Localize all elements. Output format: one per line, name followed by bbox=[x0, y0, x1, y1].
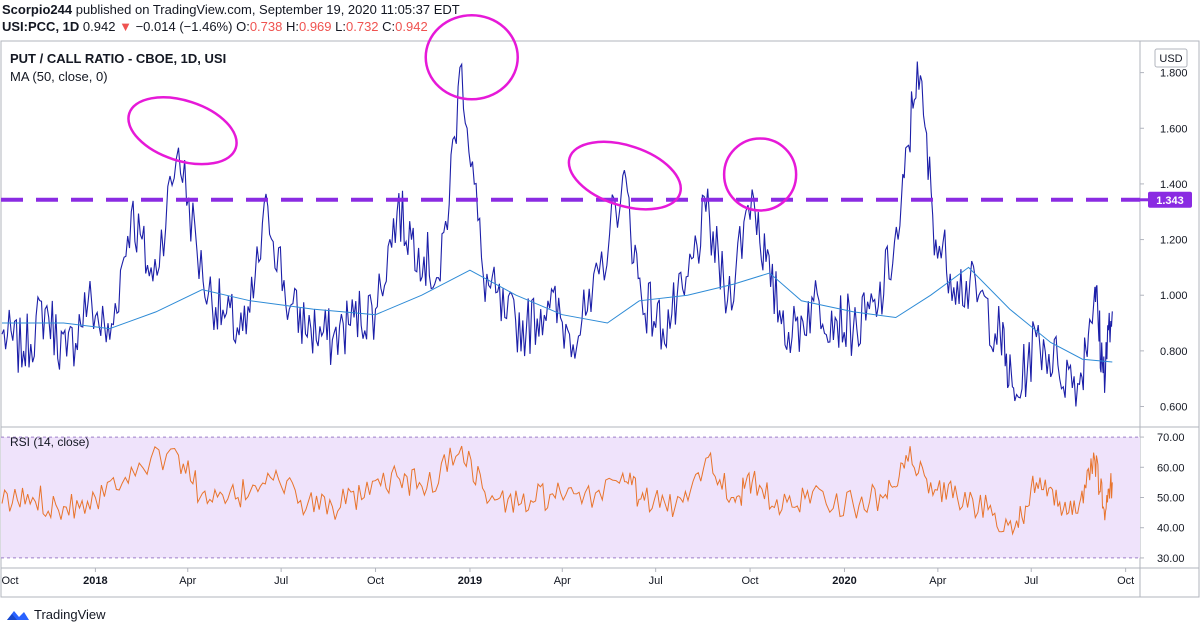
chart-frame bbox=[0, 40, 1200, 598]
ma-series-line[interactable] bbox=[2, 266, 1113, 363]
peak-highlight-circle bbox=[722, 137, 798, 212]
time-tick-label: Oct bbox=[742, 575, 759, 587]
rsi-band bbox=[1, 437, 1140, 558]
time-tick-label: Jul bbox=[274, 575, 288, 587]
open-value: 0.738 bbox=[249, 19, 283, 34]
rsi-tick-label: 30.00 bbox=[1157, 553, 1185, 565]
price-tick-label: 1.000 bbox=[1160, 290, 1188, 302]
tradingview-logo-icon bbox=[7, 610, 29, 620]
peak-highlight-circle bbox=[567, 140, 683, 211]
currency-label: USD bbox=[1159, 53, 1182, 65]
resistance-badge bbox=[1148, 191, 1192, 208]
price-tick-label: 1.800 bbox=[1160, 68, 1188, 80]
rsi-tick-label: 50.00 bbox=[1157, 493, 1185, 505]
time-tick-label: 2018 bbox=[83, 575, 107, 587]
close-value: 0.942 bbox=[395, 19, 428, 34]
close-label: C: bbox=[382, 19, 396, 34]
rsi-tick-label: 70.00 bbox=[1157, 432, 1185, 444]
price-change: −0.014 (−1.46%) bbox=[135, 19, 233, 34]
price-tick-label: 1.600 bbox=[1160, 123, 1188, 135]
high-value: 0.969 bbox=[298, 19, 332, 34]
price-series-line[interactable] bbox=[1, 61, 1113, 407]
time-tick-label: Apr bbox=[929, 575, 946, 587]
time-tick-label: 2019 bbox=[458, 575, 482, 587]
open-label: O: bbox=[236, 19, 250, 34]
ma-legend: MA (50, close, 0) bbox=[10, 69, 108, 84]
symbol-label: USI:PCC, 1D bbox=[2, 19, 80, 34]
price-tick-label: 0.800 bbox=[1160, 346, 1188, 358]
time-tick-label: Apr bbox=[554, 575, 571, 587]
down-arrow-icon: ▼ bbox=[119, 19, 132, 34]
rsi-title: RSI (14, close) bbox=[10, 435, 89, 449]
time-tick-label: Jul bbox=[649, 575, 663, 587]
time-tick-label: Oct bbox=[1117, 575, 1134, 587]
rsi-tick-label: 60.00 bbox=[1157, 462, 1185, 474]
publish-text: published on TradingView.com, September … bbox=[75, 2, 460, 17]
brand-name[interactable]: TradingView bbox=[34, 607, 106, 622]
footer: TradingView bbox=[6, 607, 106, 622]
symbol-legend: USI:PCC, 1D 0.942 ▼ −0.014 (−1.46%) O:0.… bbox=[2, 19, 428, 34]
currency-badge[interactable] bbox=[1154, 48, 1188, 68]
time-tick-label: 2020 bbox=[832, 575, 856, 587]
chart-title: PUT / CALL RATIO - CBOE, 1D, USI bbox=[10, 51, 226, 66]
rsi-tick-label: 40.00 bbox=[1157, 523, 1185, 535]
price-tick-label: 1.200 bbox=[1160, 235, 1188, 247]
time-tick-label: Oct bbox=[367, 575, 384, 587]
time-tick-label: Jul bbox=[1024, 575, 1038, 587]
time-tick-label: Oct bbox=[1, 575, 18, 587]
rsi-series-line[interactable] bbox=[1, 445, 1113, 536]
peak-highlight-circle bbox=[127, 96, 238, 166]
low-label: L: bbox=[335, 19, 346, 34]
price-tick-label: 1.400 bbox=[1160, 179, 1188, 191]
time-tick-label: Apr bbox=[179, 575, 196, 587]
peak-highlight-circle bbox=[424, 14, 519, 101]
author-name[interactable]: Scorpio244 bbox=[2, 2, 73, 17]
price-tick-label: 0.600 bbox=[1160, 402, 1188, 414]
resistance-value: 1.343 bbox=[1156, 195, 1184, 207]
low-value: 0.732 bbox=[346, 19, 379, 34]
last-price: 0.942 bbox=[82, 19, 116, 34]
high-label: H: bbox=[285, 19, 299, 34]
publish-info: Scorpio244 published on TradingView.com,… bbox=[2, 2, 460, 17]
